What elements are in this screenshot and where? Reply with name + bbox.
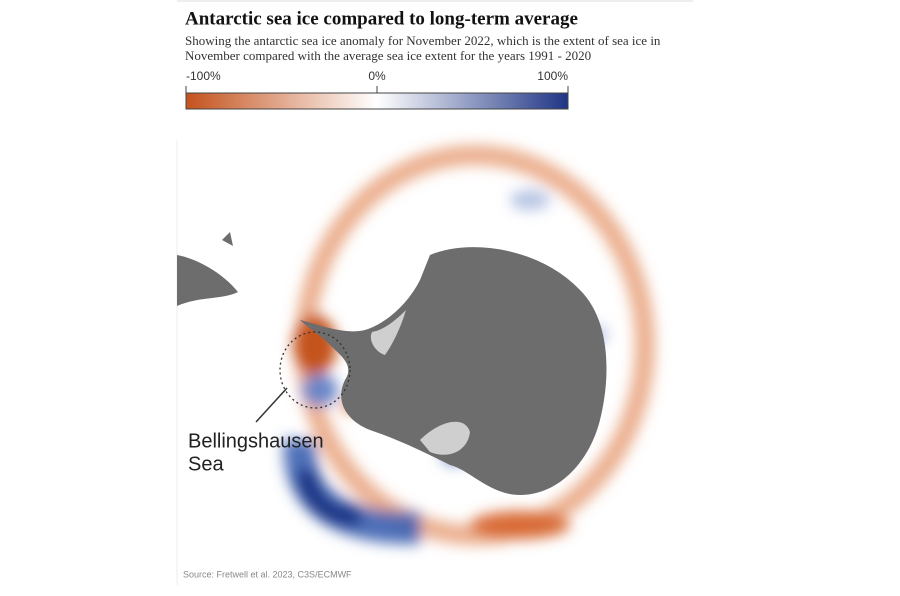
annotation-label: Bellingshausen bbox=[188, 430, 324, 452]
ice-shelf bbox=[370, 310, 406, 355]
legend-tick-label: -100% bbox=[186, 69, 221, 83]
legend-tick-label: 100% bbox=[537, 69, 568, 83]
legend-tick-label: 0% bbox=[368, 69, 386, 83]
south-america bbox=[177, 255, 238, 306]
highlight-ellipse bbox=[279, 331, 351, 409]
antarctica bbox=[300, 247, 607, 495]
ice-shelf bbox=[420, 421, 470, 455]
subtitle-line: November compared with the average sea i… bbox=[185, 48, 591, 63]
title: Antarctic sea ice compared to long-term … bbox=[185, 8, 578, 29]
color-bar bbox=[185, 92, 569, 110]
annotation-label: Sea bbox=[188, 453, 224, 475]
subtitle-line: Showing the antarctic sea ice anomaly fo… bbox=[185, 33, 661, 48]
source: Source: Fretwell et al. 2023, C3S/ECMWF bbox=[183, 569, 352, 579]
annotation-line bbox=[255, 387, 288, 423]
island bbox=[222, 232, 233, 246]
map: Bellingshausen Sea bbox=[177, 145, 655, 545]
